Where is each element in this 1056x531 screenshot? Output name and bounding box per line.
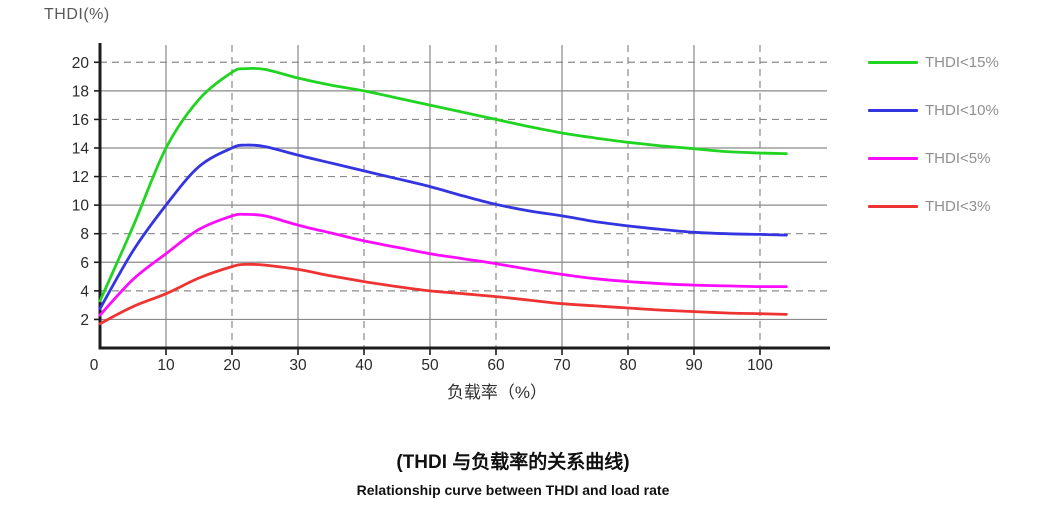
y-axis-title: THDI(%): [44, 6, 110, 23]
x-tick-label-20: 20: [223, 357, 241, 374]
tick-labels: 2 4 6 8 10 12 14 16 18 20 0 10 20 30 40 50 60 70 80 90 100: [72, 55, 774, 374]
curve-thdi-15-: [98, 66, 788, 303]
x-tick-label-100: 100: [747, 357, 773, 374]
y-tick-label-8: 8: [80, 226, 89, 243]
x-tick-label-50: 50: [421, 357, 439, 374]
legend-item-thdi-15: THDI<15%: [868, 52, 999, 72]
legend-item-thdi-5: THDI<5%: [868, 148, 999, 168]
x-tick-label-0: 0: [90, 357, 99, 374]
x-tick-label-60: 60: [487, 357, 505, 374]
caption-chinese: (THDI 与负载率的关系曲线): [396, 452, 630, 473]
x-tick-label-80: 80: [619, 357, 637, 374]
y-tick-label-10: 10: [72, 198, 90, 215]
y-tick-label-2: 2: [80, 312, 89, 329]
gridlines-horizontal: [100, 61, 827, 321]
caption-english: Relationship curve between THDI and load…: [356, 482, 670, 498]
chart-legend: THDI<15% THDI<10% THDI<5% THDI<3%: [868, 52, 999, 244]
legend-swatch-green-line: [868, 60, 918, 64]
curve-thdi-10-: [98, 143, 788, 311]
y-tick-label-20: 20: [72, 55, 90, 72]
legend-label: THDI<10%: [925, 101, 999, 119]
y-tick-label-16: 16: [72, 112, 89, 129]
legend-label: THDI<15%: [925, 53, 999, 71]
x-tick-label-90: 90: [685, 357, 703, 374]
legend-item-thdi-10: THDI<10%: [868, 100, 999, 120]
curve-thdi-5-: [98, 212, 788, 317]
x-axis-title: 负载率（%）: [446, 383, 548, 402]
y-tick-label-14: 14: [72, 140, 90, 157]
x-tick-label-70: 70: [553, 357, 571, 374]
legend-label: THDI<5%: [925, 149, 991, 167]
legend-swatch-magenta-line: [868, 156, 918, 160]
y-tick-label-4: 4: [80, 283, 89, 300]
x-tick-label-10: 10: [157, 357, 175, 374]
y-tick-label-6: 6: [80, 255, 89, 272]
legend-label: THDI<3%: [925, 197, 991, 215]
legend-swatch-red-line: [868, 204, 918, 208]
curves: [98, 66, 788, 326]
legend-item-thdi-3: THDI<3%: [868, 196, 999, 216]
legend-swatch-blue-line: [868, 108, 918, 112]
chart-plot-area: 2 4 6 8 10 12 14 16 18 20 0 10 20 30 40 50 60 70 80 90 100: [72, 43, 830, 374]
y-tick-label-12: 12: [72, 169, 89, 186]
y-tick-label-18: 18: [72, 83, 89, 100]
tick-marks: [94, 61, 761, 355]
x-tick-label-40: 40: [355, 357, 373, 374]
curve-thdi-3-: [98, 262, 788, 326]
x-tick-label-30: 30: [289, 357, 307, 374]
